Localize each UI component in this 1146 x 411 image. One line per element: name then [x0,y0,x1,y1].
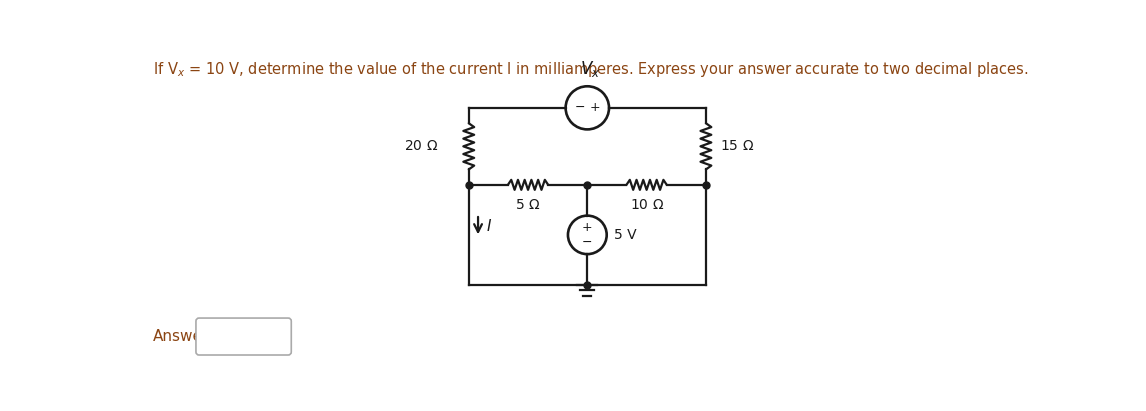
Text: +: + [590,102,601,114]
Text: −: − [581,236,591,249]
Text: 5 $\Omega$: 5 $\Omega$ [516,198,541,212]
Text: 15 $\Omega$: 15 $\Omega$ [720,139,754,153]
FancyBboxPatch shape [196,318,291,355]
Text: −: − [574,102,584,114]
Text: $I$: $I$ [486,218,492,233]
Text: $V_x$: $V_x$ [580,59,601,79]
Text: If V$_x$ = 10 V, determine the value of the current I in milliamperes. Express y: If V$_x$ = 10 V, determine the value of … [152,60,1028,79]
Text: 20 $\Omega$: 20 $\Omega$ [403,139,438,153]
Text: Answer:: Answer: [152,329,214,344]
Text: +: + [581,221,591,234]
Text: 10 $\Omega$: 10 $\Omega$ [629,198,664,212]
Text: 5 V: 5 V [614,228,637,242]
